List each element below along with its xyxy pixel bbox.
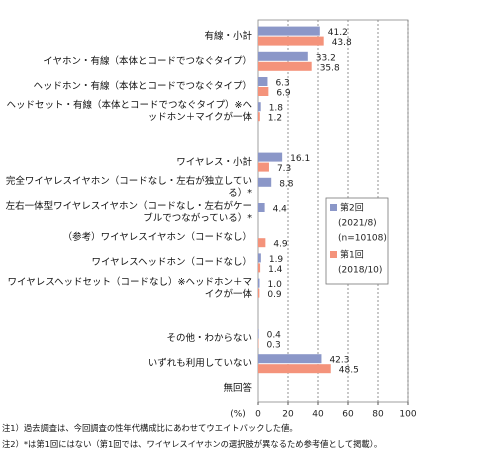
value-label: 0.4	[267, 331, 282, 341]
bar	[258, 51, 308, 61]
category-label: ワイヤレス・小計	[176, 156, 252, 168]
bar	[258, 26, 320, 36]
category-label: イヤホン・有線（本体とコードでつなぐタイプ）	[43, 55, 252, 67]
bar	[258, 152, 283, 162]
bar	[258, 36, 324, 46]
legend-label: 第2回	[340, 202, 364, 214]
bar	[258, 263, 261, 273]
bar	[258, 364, 331, 374]
value-label: 8.8	[279, 179, 294, 189]
legend-box	[325, 197, 389, 285]
value-label: 42.3	[329, 356, 349, 366]
value-label: 41.2	[328, 28, 348, 38]
bar	[258, 112, 260, 122]
category-label: ワイヤレスヘッドホン（コードなし）	[91, 257, 252, 269]
bar	[258, 87, 269, 96]
category-label: いずれも利用していない	[147, 358, 252, 370]
category-label: 有線・小計	[204, 30, 252, 42]
bar	[258, 77, 268, 86]
value-label: 6.9	[276, 89, 291, 99]
note: 注1）過去調査は、今回調査の性年代構成比にあわせてウエイトバックした値。	[2, 423, 298, 433]
bar	[258, 177, 272, 187]
value-label: 1.2	[268, 114, 282, 124]
bar	[258, 278, 260, 288]
value-label: 16.1	[290, 154, 310, 164]
category-label: 完全ワイヤレスイヤホン（コードなし・左右が独立している）*	[5, 175, 252, 199]
legend-label: 第1回	[340, 249, 364, 261]
bar	[258, 288, 260, 298]
legend-detail: (2021/8)	[338, 219, 377, 229]
value-label: 0.3	[266, 341, 280, 351]
note: 注2）*は第1回にはない（第1回では、ワイヤレスイヤホンの選択肢が異なるため参考…	[2, 439, 383, 449]
x-tick-label: 100	[399, 410, 416, 420]
value-label: 7.3	[277, 164, 291, 174]
x-axis-label: (%)	[230, 410, 246, 420]
category-label: ヘッドセット・有線（本体とコードでつなぐタイプ）※ヘッドホン＋マイクが一体	[6, 100, 252, 124]
category-label: ワイヤレスヘッドセット（コードなし）※ヘッドホン＋マイクが一体	[7, 276, 252, 300]
category-label: 左右一体型ワイヤレスイヤホン（コードなし・左右がケーブルでつながっている）*	[5, 201, 252, 224]
category-label: その他・わからない	[166, 333, 252, 344]
x-tick-label: 40	[312, 410, 324, 420]
value-label: 1.4	[268, 265, 283, 275]
x-tick-label: 80	[372, 410, 384, 420]
bar	[258, 162, 269, 172]
value-label: 35.8	[320, 63, 340, 73]
value-label: 33.2	[316, 53, 336, 63]
value-label: 0.9	[267, 290, 282, 300]
bar	[258, 203, 265, 212]
x-tick-label: 0	[255, 410, 261, 420]
legend-detail: (2018/10)	[338, 266, 382, 276]
value-label: 4.4	[273, 205, 288, 215]
value-label: 1.8	[269, 104, 284, 114]
bar	[258, 61, 312, 71]
category-label: ヘッドホン・有線（本体とコードでつなぐタイプ）	[33, 81, 252, 92]
value-label: 6.3	[275, 79, 289, 89]
legend-swatch	[330, 204, 337, 211]
bar	[258, 253, 261, 263]
bar	[258, 329, 259, 338]
value-label: 48.5	[339, 366, 359, 376]
category-label: 無回答	[223, 383, 252, 395]
value-label: 1.9	[269, 255, 284, 265]
legend-swatch	[330, 251, 337, 258]
value-label: 4.9	[273, 240, 288, 250]
bar	[258, 102, 261, 112]
bar	[258, 238, 266, 248]
value-label: 43.8	[332, 38, 352, 48]
category-label: （参考）ワイヤレスイヤホン（コードなし）	[62, 232, 252, 244]
value-label: 1.0	[268, 280, 283, 290]
x-tick-label: 60	[342, 410, 354, 420]
legend-detail: (n=10108)	[338, 234, 387, 244]
bar	[258, 354, 322, 364]
x-tick-label: 20	[282, 410, 294, 420]
